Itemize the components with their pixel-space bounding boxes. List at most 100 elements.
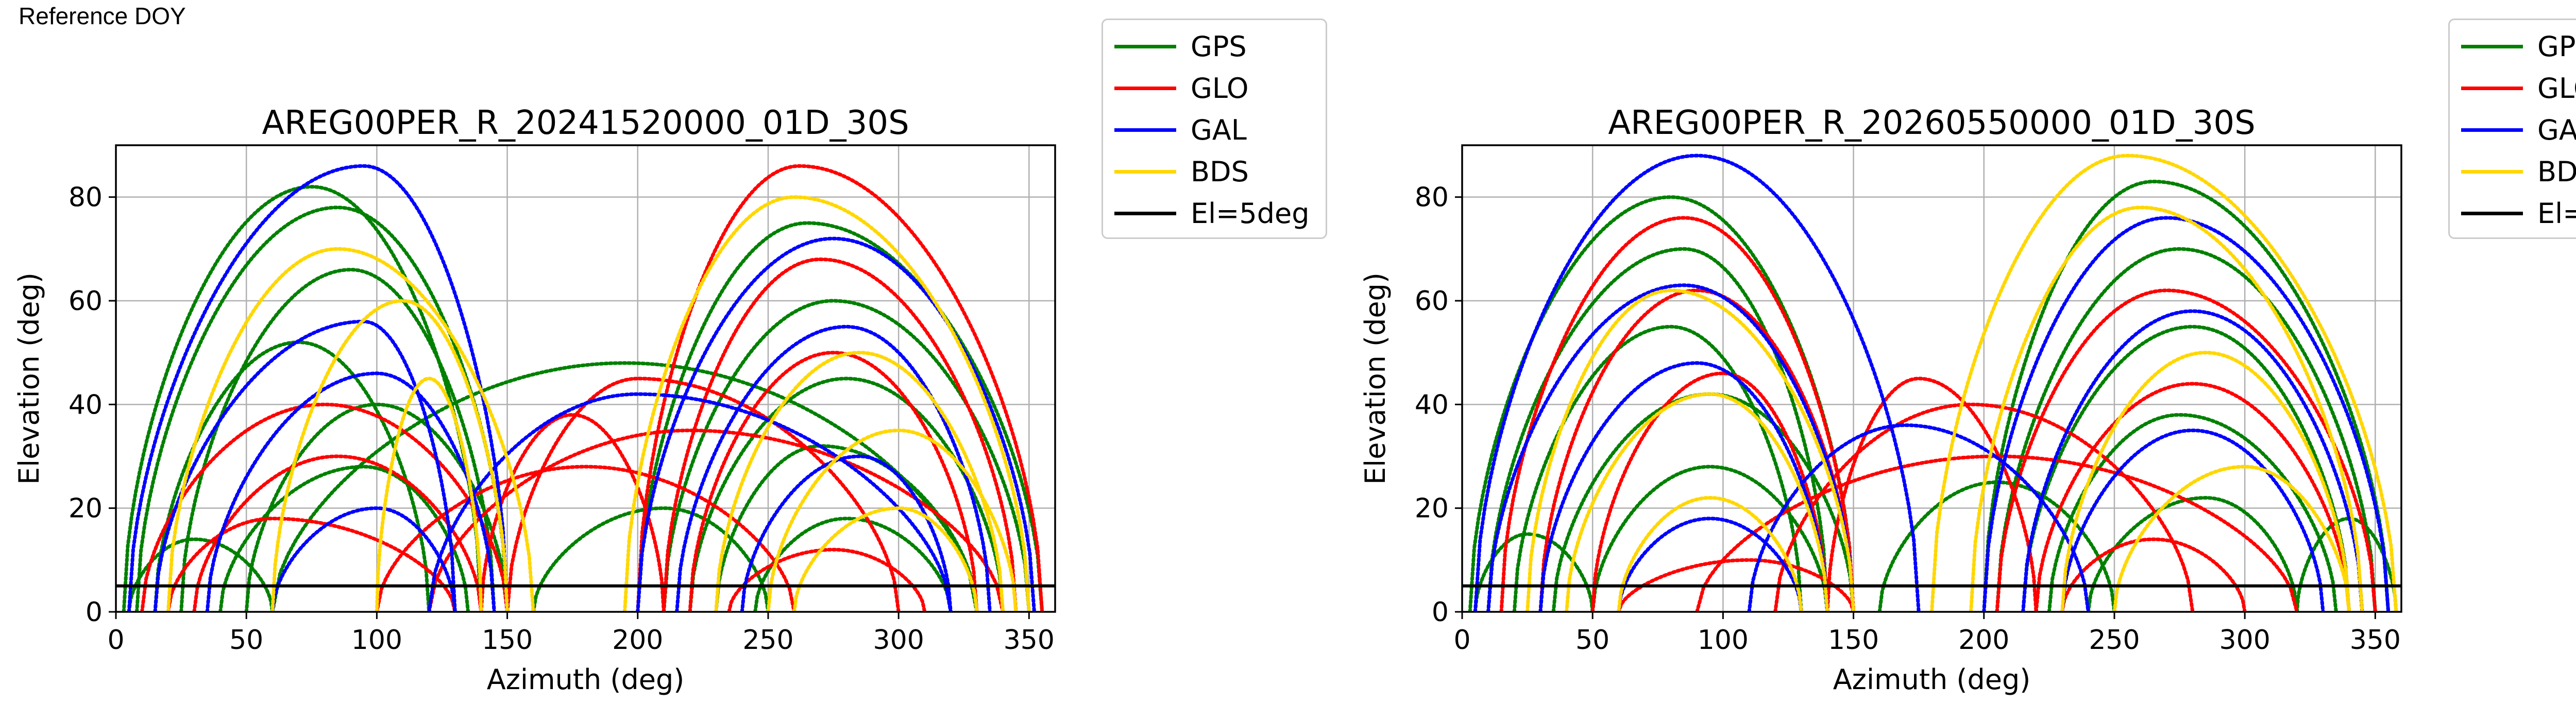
x-tick-label: 350 [2350, 625, 2401, 656]
legend-swatch [1114, 212, 1176, 215]
satellite-track [1473, 153, 1921, 612]
satellite-track [1930, 153, 2398, 612]
satellite-track [153, 340, 431, 612]
legend-label: GPS [1191, 30, 1247, 63]
satellite-track [192, 454, 483, 612]
legend-label: El=5deg [2537, 197, 2576, 230]
axes-frame [1461, 144, 2402, 613]
reference-doy-label: Reference DOY [19, 3, 186, 29]
satellite-track [792, 506, 979, 612]
satellite-track [1590, 465, 1829, 612]
y-tick-label: 60 [1415, 286, 1449, 317]
x-tick-label: 50 [1575, 625, 1609, 656]
satellite-track [662, 257, 1018, 612]
x-tick-label: 300 [873, 625, 924, 656]
y-tick-label: 80 [1415, 182, 1449, 213]
legend-chart-1: GPS GLO GAL BDS El=5deg [1101, 19, 1327, 239]
satellite-track [766, 428, 1018, 612]
x-tick-label: 200 [612, 625, 663, 656]
x-tick-label: 50 [229, 625, 263, 656]
satellite-track [2060, 428, 2325, 612]
satellite-track [636, 221, 1044, 612]
satellite-track [179, 268, 496, 612]
satellite-track [688, 351, 979, 612]
satellite-track [1590, 371, 1829, 612]
satellite-track [1747, 423, 2090, 612]
satellite-track [1526, 288, 1856, 612]
chart-panel-1: 0 50 100 150 200 250 300 350 0 20 40 60 80 AREG00PER_… [13, 104, 1056, 696]
satellite-track [2021, 324, 2351, 612]
legend-label: BDS [2537, 156, 2576, 188]
series-gal [1473, 153, 2391, 612]
legend-label: GAL [1191, 114, 1247, 146]
legend-entry-gal: GAL [1103, 114, 1326, 146]
satellite-track [1617, 495, 1803, 612]
legend-entry-el-5deg: El=5deg [1103, 197, 1326, 230]
x-tick-label: 150 [1828, 625, 1879, 656]
y-tick-label: 20 [1415, 493, 1449, 524]
x-tick-label: 100 [1698, 625, 1749, 656]
satellite-track [1617, 558, 1856, 612]
legend-chart-2: GPS GLO GAL BDS El=5deg [2448, 19, 2576, 239]
legend-entry-gal: GAL [2450, 114, 2576, 146]
x-tick-label: 300 [2219, 625, 2270, 656]
legend-entry-gps: GPS [1103, 30, 1326, 63]
legend-swatch [2461, 87, 2523, 90]
legend-entry-gps: GPS [2450, 30, 2576, 63]
axes-frame [115, 144, 1056, 613]
x-axis-label: Azimuth (deg) [487, 663, 685, 696]
legend-label: El=5deg [1191, 197, 1310, 230]
y-tick-label: 80 [69, 182, 103, 213]
satellite-track [1969, 205, 2364, 612]
legend-entry-glo: GLO [1103, 72, 1326, 105]
satellite-track [1995, 288, 2377, 612]
chart-title: AREG00PER_R_20241520000_01D_30S [262, 104, 909, 142]
satellite-track [1982, 179, 2391, 612]
chart-title: AREG00PER_R_20260550000_01D_30S [1608, 104, 2255, 142]
x-axis-label: Azimuth (deg) [1833, 663, 2031, 696]
satellite-track [2060, 351, 2351, 612]
legend-swatch [2461, 45, 2523, 48]
satellite-track [1538, 361, 1829, 612]
satellite-track [427, 392, 953, 612]
y-tick-label: 40 [69, 389, 103, 420]
plot-area [122, 164, 1044, 612]
legend-entry-glo: GLO [2450, 72, 2576, 105]
satellite-track [1617, 517, 1803, 612]
satellite-track [2086, 495, 2299, 612]
satellite-track [375, 376, 483, 612]
satellite-track [270, 299, 510, 612]
x-tick-label: 250 [742, 625, 793, 656]
series-bds [1526, 153, 2398, 612]
legend-entry-bds: BDS [1103, 156, 1326, 188]
legend-label: GLO [2537, 72, 2576, 105]
chart-panel-2: 0 50 100 150 200 250 300 350 0 20 40 60 80 AREG00PER_… [1359, 104, 2402, 696]
legend-swatch [2461, 128, 2523, 132]
satellite-track [505, 376, 901, 612]
satellite-track [1486, 283, 1856, 612]
y-tick-label: 0 [86, 597, 103, 628]
legend-label: BDS [1191, 156, 1249, 188]
satellite-track [636, 164, 1044, 612]
satellite-track [427, 428, 1005, 612]
legend-swatch [2461, 212, 2523, 215]
y-axis-label: Elevation (deg) [13, 272, 45, 485]
satellite-track [2021, 309, 2364, 612]
x-tick-label: 0 [1453, 625, 1470, 656]
x-tick-label: 200 [1958, 625, 2009, 656]
y-tick-label: 40 [1415, 389, 1449, 420]
satellite-track [714, 351, 1005, 612]
satellite-track [2034, 382, 2351, 612]
series-glo [140, 164, 1044, 612]
legend-swatch [1114, 170, 1176, 174]
series-bds [166, 195, 1031, 612]
plot-area [1468, 153, 2398, 612]
satellite-track [166, 517, 457, 612]
legend-label: GPS [2537, 30, 2576, 63]
satellite-track [270, 506, 457, 612]
satellite-track [166, 247, 535, 612]
legend-label: GLO [1191, 72, 1249, 105]
satellite-track [140, 402, 510, 612]
legend-swatch [1114, 45, 1176, 48]
legend-label: GAL [2537, 114, 2576, 146]
